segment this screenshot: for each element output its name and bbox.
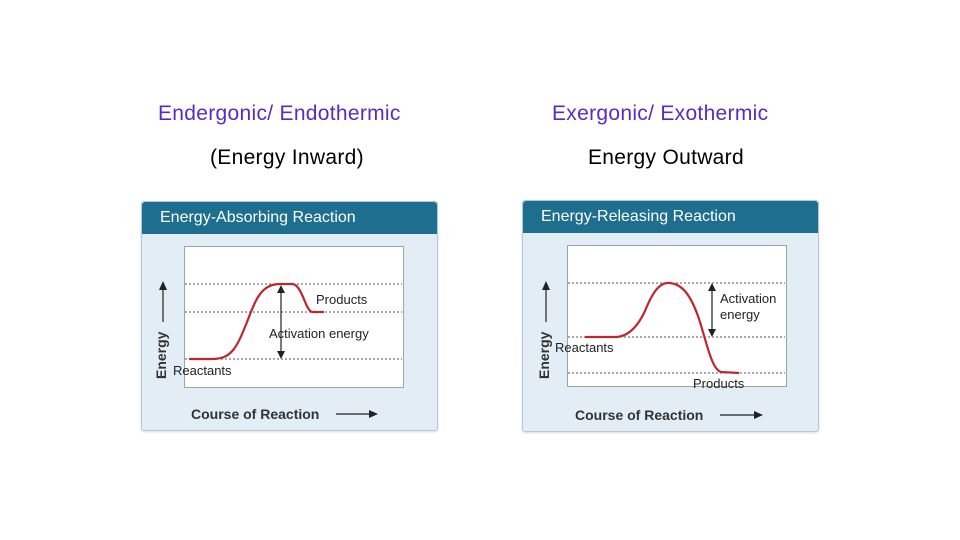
energy-absorbing-header: Energy-Absorbing Reaction [142,202,437,234]
left-energy-curve [189,282,324,361]
energy-releasing-graph-area [567,245,787,387]
left-x-axis-arrowhead [369,410,378,418]
right-products-label: Products [693,376,745,391]
energy-absorbing-panel: Energy-Absorbing Reaction Products Activ… [141,201,438,431]
left-activation-label: Activation energy [269,326,369,341]
energy-inward-subtitle: (Energy Inward) [210,146,364,169]
right-activation-arrowhead-up [708,283,716,291]
energy-releasing-header: Energy-Releasing Reaction [523,201,818,233]
left-x-axis-title: Course of Reaction [191,406,320,422]
right-energy-curve [585,281,740,375]
left-products-label: Products [316,292,368,307]
right-activation-label-line2: energy [720,307,760,322]
left-y-axis-title: Energy [153,331,169,379]
right-x-axis-arrowhead [754,411,763,419]
right-activation-label-line1: Activation [720,291,777,306]
right-reactants-label: Reactants [555,340,614,355]
energy-outward-subtitle: Energy Outward [588,146,744,169]
right-y-axis-arrowhead [542,281,550,290]
energy-releasing-panel: Energy-Releasing Reaction Activation ene… [522,200,819,432]
left-activation-arrowhead-up [277,285,285,293]
energy-absorbing-graph-area [184,246,404,388]
endergonic-title: Endergonic/ Endothermic [158,102,401,125]
right-activation-arrowhead-down [708,329,716,337]
left-reactants-label: Reactants [173,363,232,378]
right-y-axis-title: Energy [536,331,552,379]
right-x-axis-title: Course of Reaction [575,407,704,423]
exergonic-title: Exergonic/ Exothermic [552,102,769,125]
left-y-axis-arrowhead [159,281,167,290]
energy-absorbing-diagram [159,281,402,418]
left-activation-arrowhead-down [277,351,285,359]
energy-releasing-diagram [542,281,785,419]
